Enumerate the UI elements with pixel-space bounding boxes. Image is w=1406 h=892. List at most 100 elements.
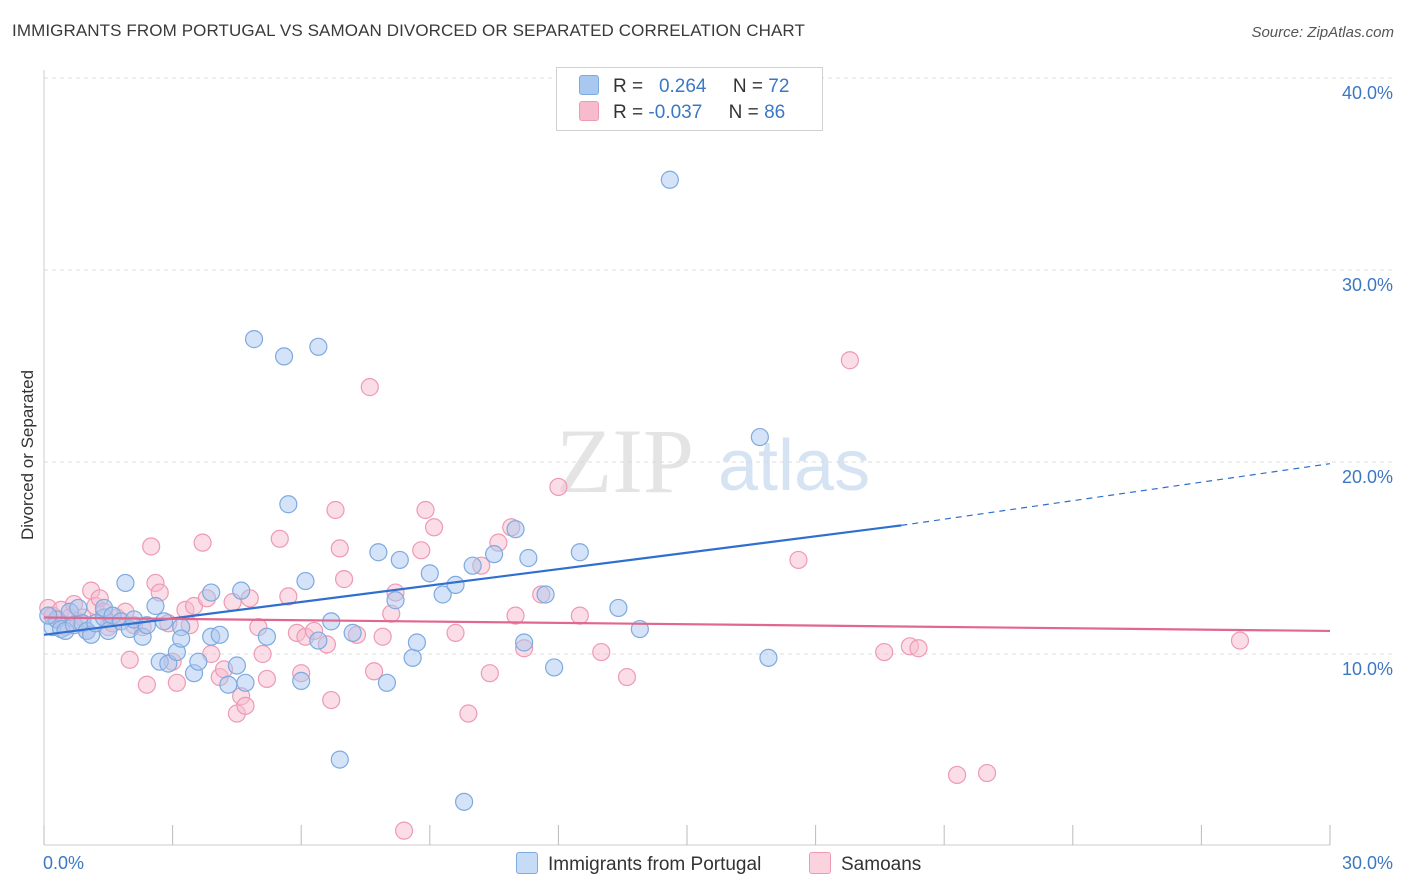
samoans-point xyxy=(193,533,212,552)
samoans-point xyxy=(394,821,414,840)
y-tick-label: 20.0% xyxy=(1342,467,1393,487)
portugal-point xyxy=(536,585,555,604)
portugal-point xyxy=(386,591,405,610)
portugal-point xyxy=(309,631,328,650)
samoans-point xyxy=(326,500,345,520)
legend-item-portugal[interactable]: Immigrants from Portugal xyxy=(516,852,761,876)
portugal-point xyxy=(330,750,349,769)
portugal-point xyxy=(116,573,135,593)
samoans-point xyxy=(334,570,354,589)
portugal-point xyxy=(189,652,208,671)
samoans-point xyxy=(360,378,379,397)
portugal-point xyxy=(172,629,191,648)
portugal-point xyxy=(343,623,362,642)
legend-row-portugal: R = 0.264 N = 72 xyxy=(579,75,789,99)
legend-n-label: N = xyxy=(732,76,764,97)
samoans-point xyxy=(120,650,139,669)
portugal-point xyxy=(292,671,311,690)
portugal-trend-extension xyxy=(901,463,1331,526)
legend-swatch-blue xyxy=(516,852,538,874)
x-tick-label: 0.0% xyxy=(43,853,84,873)
samoans-point xyxy=(279,587,298,606)
samoans-point xyxy=(446,623,465,642)
samoans-point xyxy=(1230,631,1250,650)
portugal-point xyxy=(154,612,174,631)
samoans-point xyxy=(947,765,967,785)
samoans-point xyxy=(167,673,186,692)
y-tick-label: 10.0% xyxy=(1342,659,1393,679)
portugal-point xyxy=(219,675,238,694)
y-tick-label: 30.0% xyxy=(1342,275,1393,295)
legend-swatch-pink xyxy=(579,101,599,121)
portugal-point xyxy=(309,337,328,356)
legend-n-value: 72 xyxy=(768,76,790,97)
portugal-point xyxy=(519,548,538,568)
portugal-point xyxy=(759,648,778,667)
portugal-point xyxy=(232,581,251,600)
samoans-point xyxy=(592,642,611,662)
portugal-point xyxy=(210,625,229,644)
portugal-point xyxy=(485,545,504,564)
chart-title: IMMIGRANTS FROM PORTUGAL VS SAMOAN DIVOR… xyxy=(12,21,805,40)
samoans-point xyxy=(480,664,499,683)
portugal-point xyxy=(750,427,769,447)
samoans-point xyxy=(142,537,161,556)
samoans-point xyxy=(322,690,341,710)
samoans-point xyxy=(506,606,525,625)
samoans-point xyxy=(424,518,444,537)
portugal-point xyxy=(515,633,534,652)
samoans-point xyxy=(617,667,637,687)
samoans-point xyxy=(840,351,859,370)
portugal-point xyxy=(244,330,264,349)
axes xyxy=(43,70,1331,846)
portugal-point xyxy=(377,673,397,692)
portugal-point xyxy=(545,658,564,677)
portugal-point xyxy=(403,648,422,667)
legend-item-samoans[interactable]: Samoans xyxy=(809,852,921,876)
portugal-point xyxy=(39,606,58,625)
portugal-point xyxy=(236,673,255,692)
samoans-point xyxy=(412,541,431,560)
portugal-point xyxy=(463,556,482,575)
portugal-point xyxy=(390,550,409,570)
watermark: ZIP atlas xyxy=(556,410,870,512)
samoans-point xyxy=(875,642,894,662)
portugal-point xyxy=(446,575,465,594)
samoans-point xyxy=(236,696,255,715)
samoans-point xyxy=(253,644,272,664)
watermark-zip: ZIP xyxy=(556,410,694,512)
x-tick-label: 30.0% xyxy=(1342,853,1393,873)
legend-r-label: R = xyxy=(613,76,644,97)
portugal-point xyxy=(609,598,628,618)
watermark-atlas: atlas xyxy=(718,426,870,506)
samoans-point xyxy=(373,627,392,646)
samoans-trend-line xyxy=(43,616,1331,633)
portugal-point xyxy=(227,656,246,675)
samoans-point xyxy=(364,662,384,681)
portugal-point xyxy=(570,543,589,562)
samoans-point xyxy=(459,704,478,723)
legend-row-samoans: R = -0.037 N = 86 xyxy=(579,101,785,125)
source-label: Source: ZipAtlas.com xyxy=(1251,24,1394,41)
legend-label-portugal: Immigrants from Portugal xyxy=(548,854,762,875)
legend-r-label: R = xyxy=(613,102,644,123)
samoans-point xyxy=(416,500,435,520)
portugal-point xyxy=(433,585,452,604)
legend-swatch-pink xyxy=(809,852,831,874)
grid-lines xyxy=(44,77,1395,655)
legend-label-samoans: Samoans xyxy=(841,854,922,875)
portugal-point xyxy=(69,598,88,618)
portugal-point xyxy=(420,564,439,583)
portugal-point xyxy=(202,583,221,602)
samoans-point xyxy=(270,529,289,548)
samoans-point xyxy=(137,675,156,694)
portugal-point xyxy=(279,495,298,514)
portugal-point xyxy=(506,520,525,539)
portugal-point xyxy=(660,170,679,189)
portugal-point xyxy=(369,543,388,562)
portugal-point xyxy=(296,571,315,591)
portugal-point xyxy=(146,596,165,616)
portugal-point xyxy=(454,792,474,811)
portugal-trend-line xyxy=(43,524,902,636)
